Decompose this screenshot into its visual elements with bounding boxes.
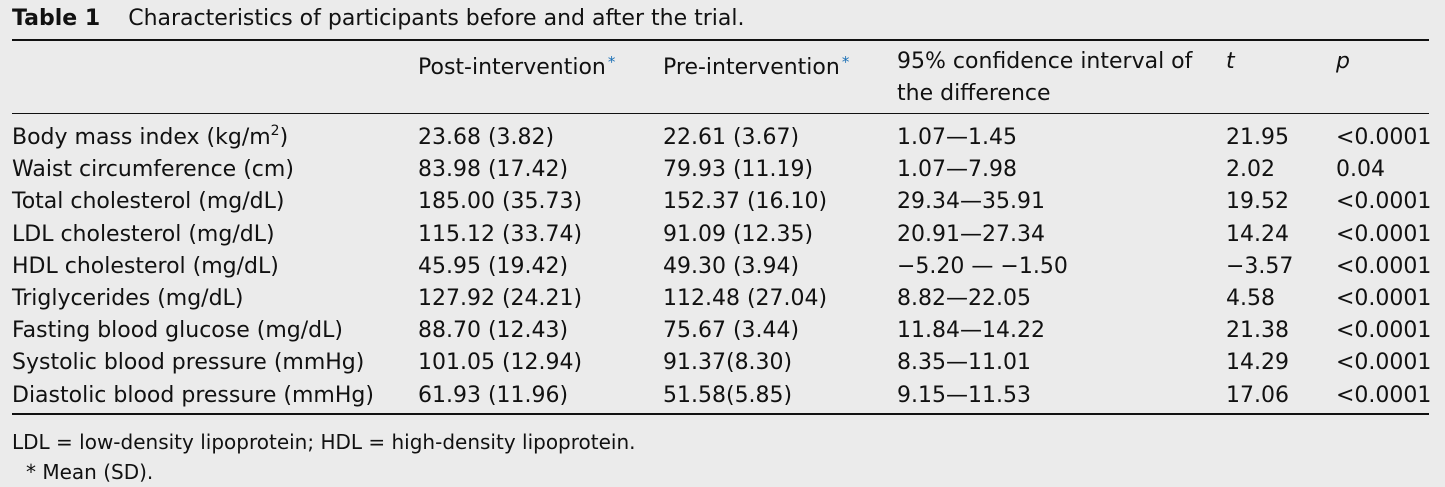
- bottom-rule: [12, 413, 1429, 415]
- table-row: Total cholesterol (mg/dL) 185.00 (35.73) 1…: [0, 186, 1445, 218]
- post-value: 23.68 (3.82): [418, 125, 555, 150]
- row-label-suffix: ): [279, 125, 289, 150]
- t-value: 19.52: [1226, 189, 1289, 215]
- p-value: <0.0001: [1336, 382, 1432, 408]
- p-value: <0.0001: [1336, 253, 1432, 279]
- post-value: 61.93 (11.96): [418, 382, 569, 408]
- table-row: Fasting blood glucose (mg/dL) 88.70 (12.4…: [0, 315, 1445, 347]
- row-label: Diastolic blood pressure (mmHg): [12, 382, 374, 408]
- table-label: Table 1: [12, 6, 101, 31]
- row-label: Body mass index (kg/m2): [12, 122, 288, 154]
- ci-value: 20.91—27.34: [897, 221, 1045, 247]
- t-value: 2.02: [1226, 157, 1275, 183]
- footnote-mean-sd: * Mean (SD).: [26, 460, 154, 484]
- t-value: 21.95: [1226, 125, 1289, 150]
- table-row: Body mass index (kg/m2) 23.68 (3.82) 22.61…: [0, 122, 1445, 154]
- header-post-asterisk: *: [607, 53, 616, 71]
- t-value: 14.29: [1226, 350, 1289, 376]
- ci-value: 11.84—14.22: [897, 318, 1045, 344]
- row-label: Total cholesterol (mg/dL): [12, 189, 285, 215]
- header-pre-label: Pre-intervention: [663, 55, 840, 80]
- ci-value: 9.15—11.53: [897, 382, 1031, 408]
- header-pre-intervention: Pre-intervention *: [663, 46, 849, 84]
- t-value: 21.38: [1226, 318, 1289, 344]
- p-value: <0.0001: [1336, 189, 1432, 215]
- header-post-label: Post-intervention: [418, 55, 606, 80]
- pre-value: 91.09 (12.35): [663, 221, 814, 247]
- ci-value: 1.07—7.98: [897, 157, 1017, 183]
- post-value: 101.05 (12.94): [418, 350, 583, 376]
- pre-value: 91.37(8.30): [663, 350, 793, 376]
- table-row: HDL cholesterol (mg/dL) 45.95 (19.42) 49.3…: [0, 251, 1445, 283]
- post-value: 83.98 (17.42): [418, 157, 569, 183]
- table-row: Diastolic blood pressure (mmHg) 61.93 (11…: [0, 380, 1445, 412]
- header-confidence-interval: 95% confidence interval of the differenc…: [897, 49, 1193, 106]
- row-label: Systolic blood pressure (mmHg): [12, 350, 365, 376]
- pre-value: 49.30 (3.94): [663, 253, 800, 279]
- row-label: HDL cholesterol (mg/dL): [12, 253, 279, 279]
- header-rule: [12, 113, 1429, 114]
- header-t: t: [1226, 49, 1235, 74]
- p-value: <0.0001: [1336, 318, 1432, 344]
- table-row: LDL cholesterol (mg/dL) 115.12 (33.74) 91.…: [0, 219, 1445, 251]
- ci-value: 8.82—22.05: [897, 286, 1031, 311]
- p-value: 0.04: [1336, 157, 1385, 183]
- row-label: LDL cholesterol (mg/dL): [12, 221, 275, 247]
- t-value: 17.06: [1226, 382, 1289, 408]
- table-caption: Table 1 Characteristics of participants b…: [12, 4, 744, 34]
- t-value: 14.24: [1226, 221, 1289, 247]
- table-row: Triglycerides (mg/dL) 127.92 (24.21) 112.4…: [0, 283, 1445, 315]
- pre-value: 51.58(5.85): [663, 382, 793, 408]
- table-row: Waist circumference (cm) 83.98 (17.42) 79.…: [0, 154, 1445, 186]
- row-label-text: Body mass index (kg/m: [12, 125, 271, 150]
- ci-value: 8.35—11.01: [897, 350, 1031, 376]
- row-label: Fasting blood glucose (mg/dL): [12, 318, 343, 344]
- footnote-abbreviations: LDL = low-density lipoprotein; HDL = hig…: [12, 430, 636, 454]
- header-post-intervention: Post-intervention *: [418, 46, 615, 84]
- header-pre-asterisk: *: [841, 53, 850, 71]
- row-label: Waist circumference (cm): [12, 157, 294, 183]
- p-value: <0.0001: [1336, 286, 1432, 311]
- post-value: 45.95 (19.42): [418, 253, 569, 279]
- post-value: 115.12 (33.74): [418, 221, 583, 247]
- ci-value: −5.20 — −1.50: [897, 253, 1068, 279]
- t-value: −3.57: [1226, 253, 1294, 279]
- header-p: p: [1336, 49, 1350, 74]
- ci-value: 1.07—1.45: [897, 125, 1017, 150]
- pre-value: 112.48 (27.04): [663, 286, 828, 311]
- p-value: <0.0001: [1336, 350, 1432, 376]
- post-value: 127.92 (24.21): [418, 286, 583, 311]
- pre-value: 75.67 (3.44): [663, 318, 800, 344]
- p-value: <0.0001: [1336, 125, 1432, 150]
- p-value: <0.0001: [1336, 221, 1432, 247]
- t-value: 4.58: [1226, 286, 1275, 311]
- post-value: 88.70 (12.43): [418, 318, 569, 344]
- table-title: Characteristics of participants before a…: [128, 6, 745, 31]
- row-label: Triglycerides (mg/dL): [12, 286, 244, 311]
- pre-value: 152.37 (16.10): [663, 189, 828, 215]
- pre-value: 79.93 (11.19): [663, 157, 814, 183]
- table-row: Systolic blood pressure (mmHg) 101.05 (12…: [0, 347, 1445, 379]
- ci-value: 29.34—35.91: [897, 189, 1045, 215]
- top-rule: [12, 39, 1429, 41]
- row-label-superscript: 2: [270, 123, 280, 139]
- pre-value: 22.61 (3.67): [663, 125, 800, 150]
- post-value: 185.00 (35.73): [418, 189, 583, 215]
